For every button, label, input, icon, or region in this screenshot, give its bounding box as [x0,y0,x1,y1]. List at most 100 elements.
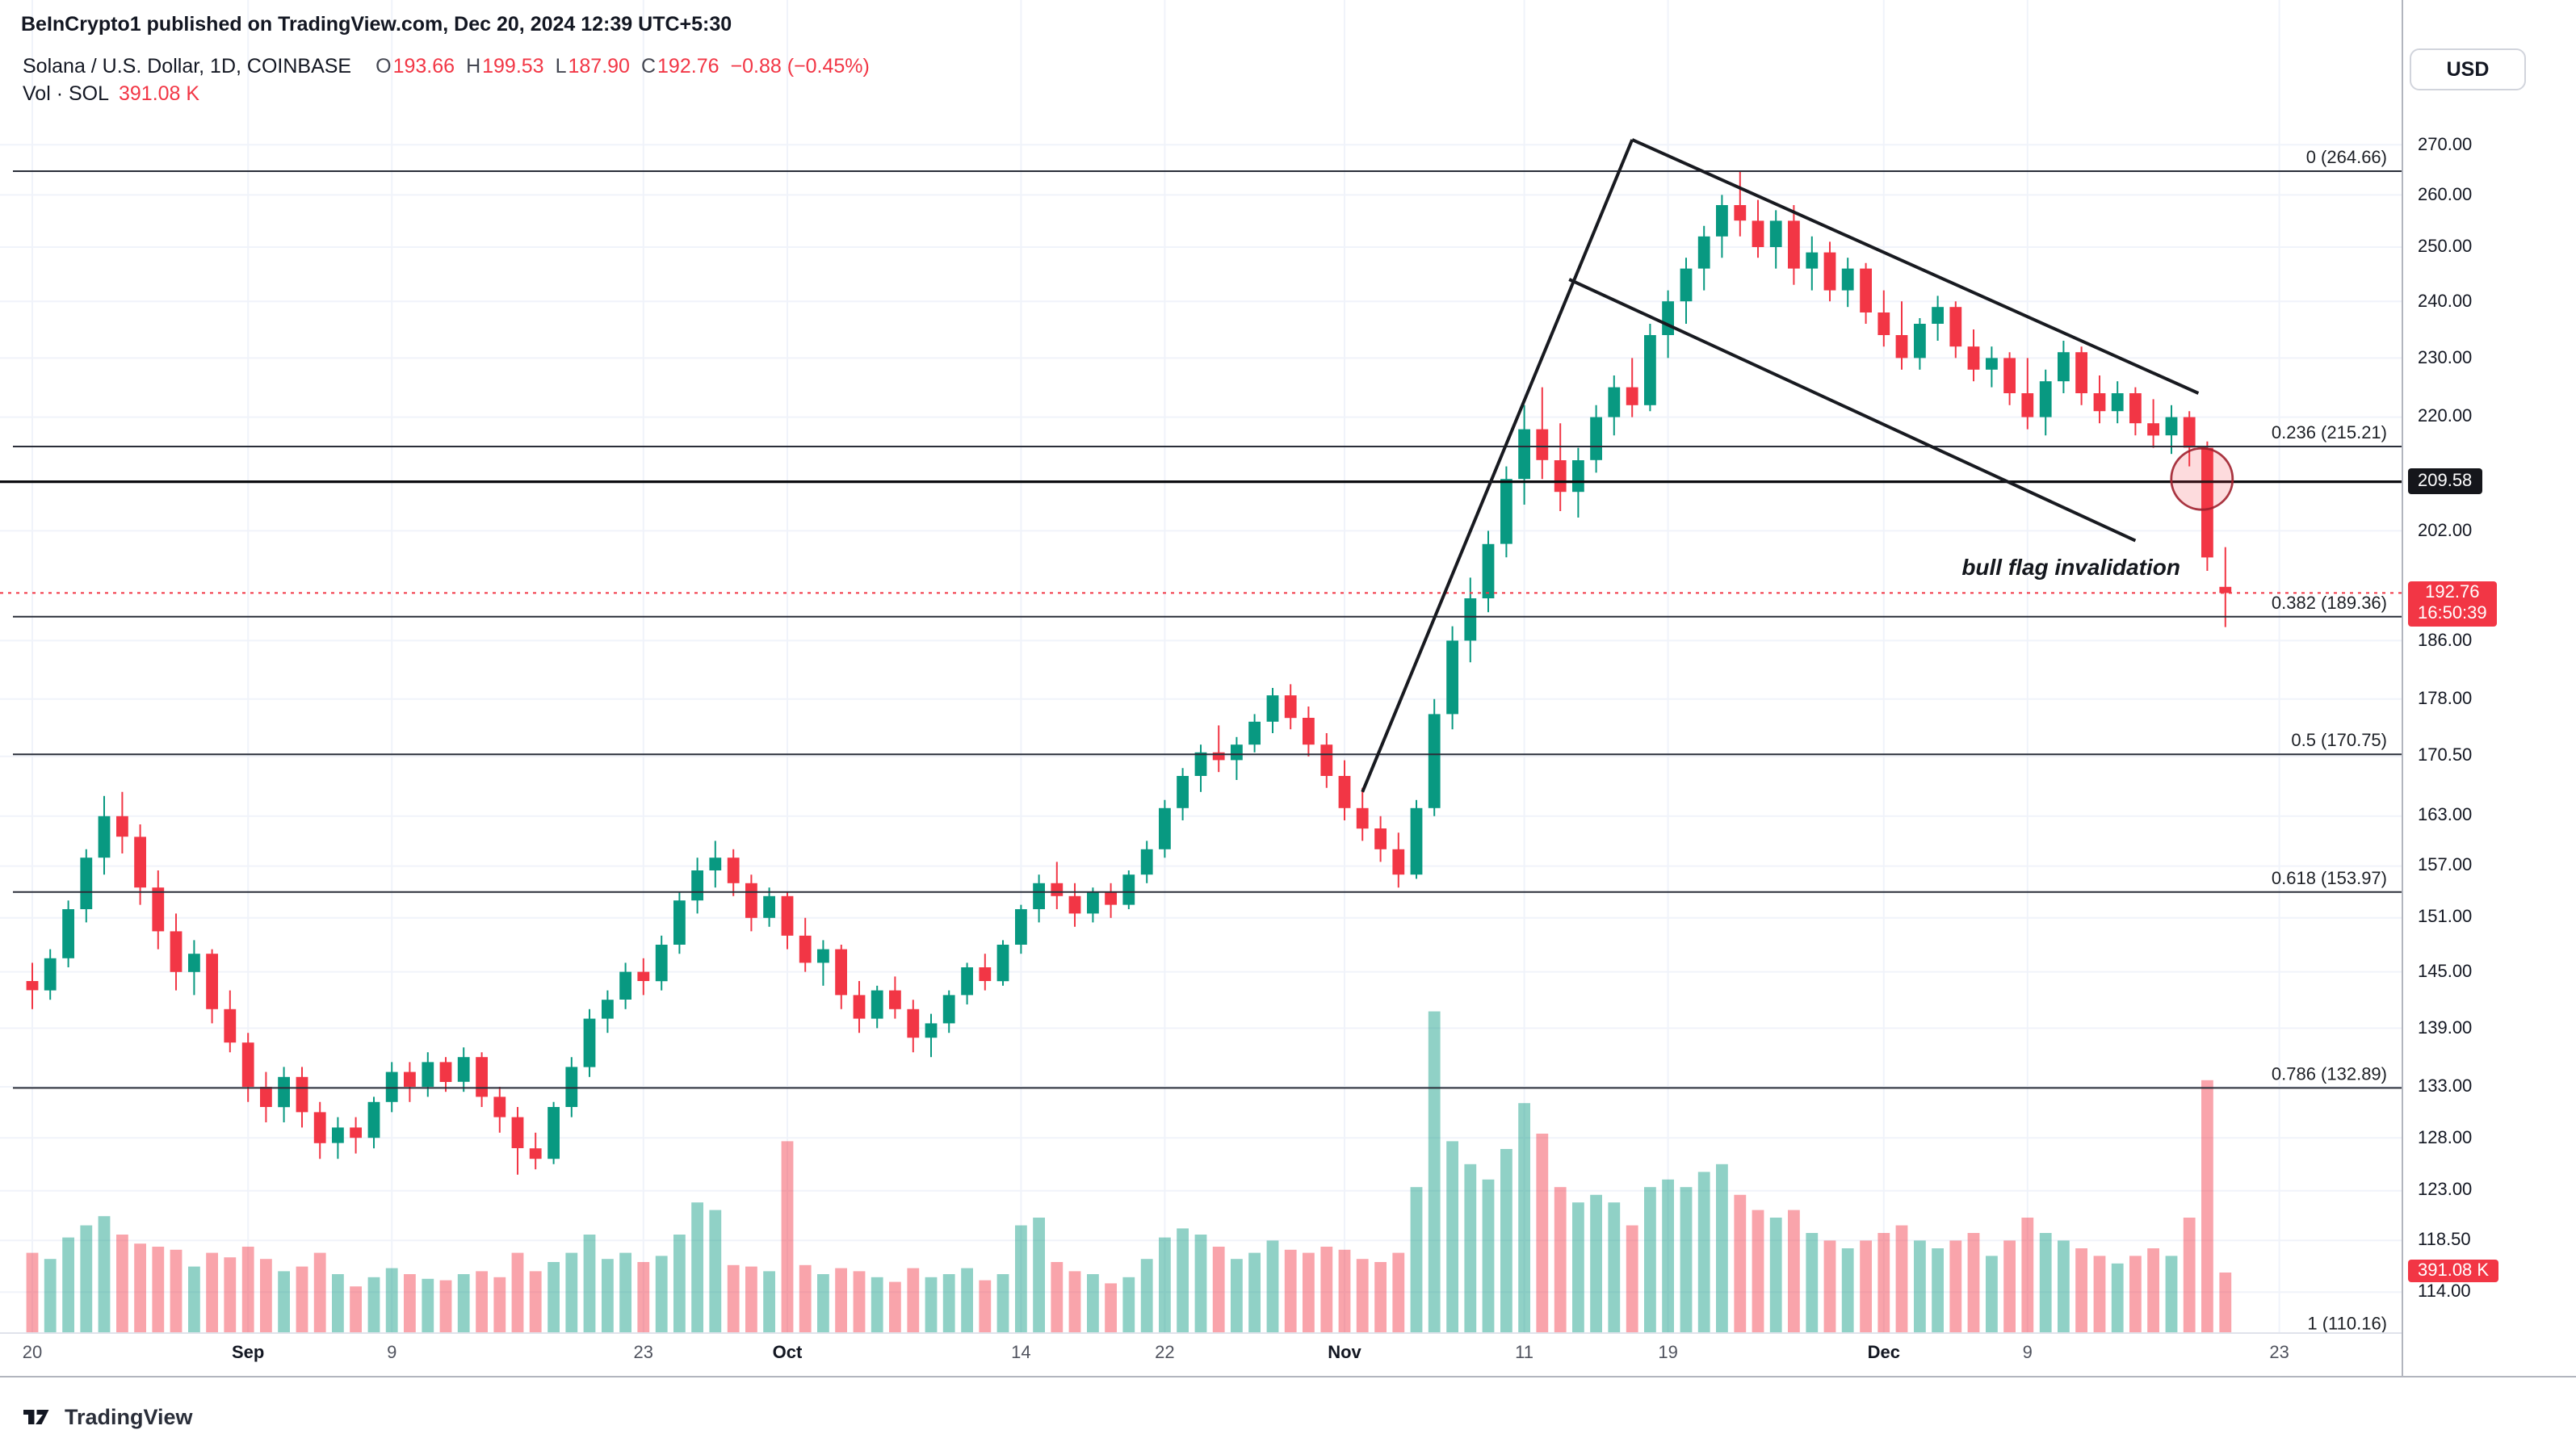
volume-bar [1554,1187,1567,1332]
candle-down [2219,586,2232,593]
volume-bar [2003,1240,2016,1332]
candle-up [2111,393,2124,412]
candle-up [1697,236,1710,269]
candle-up [1464,598,1477,641]
time-scale[interactable]: 20 Sep 9 23 Oct 14 22 Nov 11 19 Dec 9 23 [0,1332,2402,1377]
candle-up [1015,909,1027,945]
volume-bar [1087,1274,1099,1332]
candle-up [817,949,829,963]
volume-bar [925,1277,938,1332]
candle-up [1716,205,1728,237]
ohlc-legend[interactable]: Solana / U.S. Dollar, 1D, COINBASE O 193.6… [23,55,870,78]
price-axis-label: 123.00 [2418,1180,2473,1201]
candle-down [979,967,992,981]
fib-level-label: 0.618 (153.97) [2272,868,2387,888]
volume-bar [2165,1256,2178,1332]
candle-down [134,837,146,888]
candle-up [2039,381,2052,417]
candle-up [1122,874,1135,905]
price-line-badge: 209.58 [2408,468,2482,495]
volume-bar [1716,1164,1728,1332]
volume-bar [1015,1225,1027,1332]
price-axis-label: 139.00 [2418,1018,2473,1038]
volume-bar [2147,1248,2159,1332]
volume-bar [2021,1218,2034,1332]
candle-up [385,1071,398,1102]
volume-bar [907,1268,920,1332]
volume-bar [942,1274,955,1332]
time-axis-label: 14 [1011,1344,1031,1363]
candle-up [619,971,631,1000]
volume-bar [80,1225,93,1332]
volume-bar [2111,1263,2124,1332]
price-axis-label: 260.00 [2418,185,2473,205]
candle-up [1446,640,1458,715]
candle-down [2183,417,2196,448]
volume-bar [2219,1273,2232,1332]
volume-bar [1140,1259,1153,1332]
price-axis-label: 250.00 [2418,237,2473,257]
candle-up [1482,543,1495,598]
volume-bar [1518,1103,1530,1332]
currency-toggle-button[interactable]: USD [2410,48,2526,90]
volume-bar [1608,1202,1621,1332]
volume-bar [367,1277,380,1332]
volume-bar [529,1271,542,1332]
volume-bar [313,1252,326,1332]
price-scale[interactable]: USD 270.00 260.00 250.00 240.00 230.00 220.00… [2402,0,2576,1376]
volume-bar [1428,1011,1441,1332]
price-axis-label: 178.00 [2418,689,2473,709]
candle-down [637,971,650,981]
bottom-toolbar: TradingView [0,1376,2576,1455]
volume-bar [1122,1277,1135,1332]
last-price-badge: 192.76 16:50:39 [2408,581,2497,627]
candle-up [2165,417,2178,436]
time-axis-label: Oct [772,1344,803,1363]
volume-bar [1266,1240,1279,1332]
volume-bar [1374,1262,1387,1332]
candle-down [1212,752,1225,761]
volume-bar [1590,1194,1602,1332]
attribution-text: BeInCrypto1 published on TradingView.com… [21,13,732,36]
volume-bar [1877,1233,1890,1332]
candle-down [2129,393,2142,424]
chart-plot-area[interactable]: 0 (264.66) 0.236 (215.21) 0.382 (189.36) 0.… [0,0,2402,1332]
candle-up [1932,307,1944,324]
volume-bar [2039,1233,2052,1332]
candle-down [260,1087,272,1107]
volume-bar [1662,1179,1674,1332]
bull-flag-trendline [1361,139,1634,793]
candle-down [1949,307,1962,347]
candle-down [1752,220,1764,247]
candle-up [691,870,703,901]
volume-bar [1932,1248,1944,1332]
time-axis-label: 9 [2022,1344,2033,1363]
candle-down [1051,883,1064,896]
candle-down [1626,387,1638,405]
volume-bar [799,1264,812,1332]
candle-up [1177,776,1189,808]
volume-bar [835,1268,847,1332]
candle-down [2147,423,2159,436]
volume-bar [385,1268,398,1332]
volume-bar [1769,1218,1782,1332]
candle-down [1967,346,1980,370]
volume-bar [422,1278,434,1332]
volume-legend[interactable]: Vol · SOL 391.08 K [23,82,199,105]
volume-bar [1788,1210,1800,1332]
candle-up [1140,849,1153,875]
change-value: −0.88 (−0.45%) [730,55,870,78]
volume-bar [817,1274,829,1332]
volume-bar [404,1274,416,1332]
tradingview-logo[interactable]: TradingView [21,1399,193,1433]
candle-down [439,1062,452,1082]
candle-down [152,887,165,932]
candle-up [763,895,775,918]
candle-up [1087,891,1099,914]
volume-value-badge: 391.08 K [2408,1260,2499,1282]
high-value: 199.53 [482,55,544,78]
candle-up [1914,324,1926,359]
candle-up [457,1057,470,1082]
volume-bar [476,1271,488,1332]
volume-bar [1841,1248,1854,1332]
